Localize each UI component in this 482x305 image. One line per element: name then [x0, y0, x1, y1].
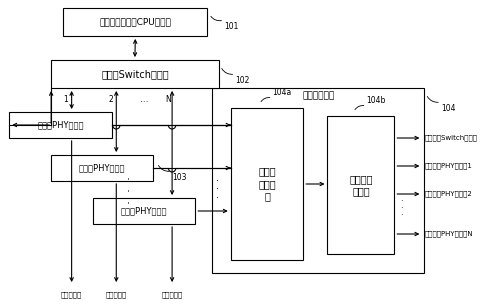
Text: 物理（PHY）模块: 物理（PHY）模块: [37, 120, 84, 130]
Text: 101: 101: [224, 22, 239, 31]
Text: 物理（PHY）模块: 物理（PHY）模块: [121, 206, 167, 216]
Text: 2: 2: [109, 95, 114, 105]
Text: 以太网链路: 以太网链路: [61, 291, 82, 298]
Bar: [63, 8, 207, 36]
Text: 物理（PHY）模块: 物理（PHY）模块: [79, 163, 126, 173]
Text: 到物理（PHY）模块1: 到物理（PHY）模块1: [425, 163, 473, 169]
Text: 时钟同
步子模
块: 时钟同 步子模 块: [258, 167, 276, 201]
Text: ·
·
·: · · ·: [216, 176, 219, 203]
Bar: [93, 198, 195, 224]
Text: 到物理（PHY）模块N: 到物理（PHY）模块N: [425, 231, 474, 237]
Text: 到物理（PHY）模块2: 到物理（PHY）模块2: [425, 191, 473, 197]
Text: 到交接（Switch）模块: 到交接（Switch）模块: [425, 135, 478, 141]
Text: 中央处理单元（CPU）模块: 中央处理单元（CPU）模块: [99, 17, 171, 27]
Text: 104: 104: [441, 104, 455, 113]
Text: 以太网链路: 以太网链路: [161, 291, 183, 298]
Text: ·
·
·: · · ·: [401, 198, 403, 221]
Bar: [51, 60, 219, 88]
Text: 时钟处理模块: 时钟处理模块: [302, 92, 334, 101]
Bar: [327, 116, 394, 254]
Text: …: …: [140, 95, 148, 105]
Text: 交接（Switch）模块: 交接（Switch）模块: [101, 69, 169, 79]
Bar: [9, 112, 112, 138]
Text: 104a: 104a: [272, 88, 292, 97]
Bar: [231, 108, 303, 260]
Text: 103: 103: [172, 173, 187, 182]
Bar: [51, 155, 153, 181]
Text: 以太网链路: 以太网链路: [106, 291, 127, 298]
Text: ·  ·  ·: · · ·: [124, 175, 137, 203]
Text: 104b: 104b: [366, 96, 386, 105]
Text: 102: 102: [235, 76, 250, 85]
Text: 时钟产生
子模块: 时钟产生 子模块: [349, 174, 373, 196]
Bar: [212, 88, 424, 273]
Text: 1: 1: [63, 95, 68, 105]
Text: N: N: [166, 95, 171, 105]
